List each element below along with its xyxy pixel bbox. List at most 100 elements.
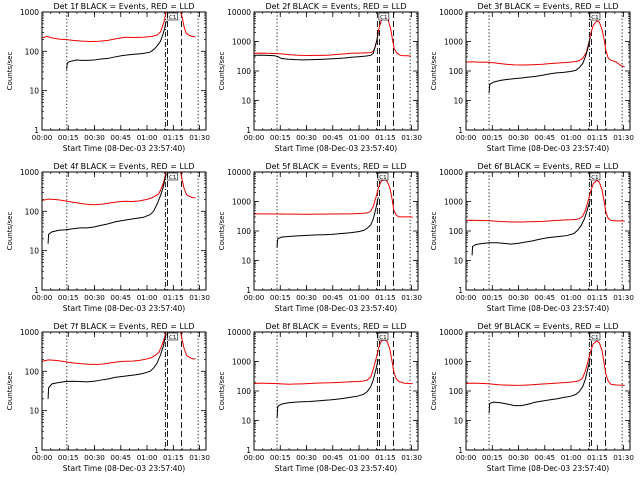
x-axis-label: Start Time (08-Dec-03 23:57:40) [275, 144, 397, 153]
detector-panel: Det 5f BLACK = Events, RED = LLD Counts/s… [218, 162, 422, 313]
y-tick-label: 100 [449, 387, 464, 396]
annotation-label: C1 [169, 335, 176, 341]
x-tick-label: 01:30 [613, 133, 634, 142]
y-tick-label: 100 [237, 387, 252, 396]
detector-panel: Det 7f BLACK = Events, RED = LLD Counts/s… [6, 322, 210, 473]
detector-panel: Det 4f BLACK = Events, RED = LLD Counts/s… [6, 162, 210, 313]
y-tick-label: 10000 [439, 8, 463, 17]
lld-rate-line [466, 179, 625, 223]
lld-rate-line [42, 172, 196, 206]
x-tick-label: 00:15 [58, 293, 79, 302]
annotation-label: C1 [169, 15, 176, 21]
x-tick-label: 01:15 [587, 293, 608, 302]
events-rate-line [471, 199, 591, 256]
plot-frame [465, 331, 631, 451]
x-tick-label: 01:30 [401, 133, 422, 142]
annotation-box [377, 332, 389, 341]
y-tick-label: 1 [34, 286, 39, 295]
detector-panel: Det 2f BLACK = Events, RED = LLD Counts/s… [218, 2, 422, 153]
x-tick-label: 01:00 [561, 453, 582, 462]
annotation-label: C1 [591, 335, 598, 341]
x-tick-label: 00:00 [456, 453, 477, 462]
y-tick-label: 1 [458, 286, 463, 295]
x-axis-label: Start Time (08-Dec-03 23:57:40) [63, 464, 185, 473]
x-tick-label: 00:45 [534, 133, 555, 142]
y-tick-label: 10 [453, 417, 463, 426]
y-axis-label: Counts/sec [218, 372, 226, 411]
y-axis-label: Counts/sec [430, 372, 438, 411]
detector-panel: Det 8f BLACK = Events, RED = LLD Counts/s… [218, 322, 422, 473]
x-tick-label: 01:00 [349, 133, 370, 142]
y-tick-label: 1000 [444, 198, 463, 207]
annotation-label: C1 [591, 175, 598, 181]
annotation-label: C1 [379, 335, 386, 341]
panel-title: Det 3f BLACK = Events, RED = LLD [477, 2, 618, 11]
detector-panel: Det 1f BLACK = Events, RED = LLD Counts/s… [6, 2, 210, 153]
y-axis-label: Counts/sec [218, 52, 226, 91]
annotation-label: C1 [379, 175, 386, 181]
plot-frame [253, 171, 419, 291]
y-tick-label: 10000 [227, 168, 251, 177]
y-tick-label: 1000 [232, 198, 251, 207]
x-tick-label: 00:00 [32, 133, 53, 142]
x-tick-label: 01:00 [349, 453, 370, 462]
events-rate-line [254, 32, 379, 61]
x-tick-label: 01:30 [401, 293, 422, 302]
annotation-box [589, 332, 601, 341]
x-tick-label: 00:30 [508, 453, 529, 462]
y-axis-label: Counts/sec [218, 212, 226, 251]
y-axis-label: Counts/sec [6, 212, 14, 251]
lld-rate-line [254, 339, 413, 385]
y-tick-label: 10000 [227, 8, 251, 17]
x-tick-label: 01:15 [163, 133, 184, 142]
x-tick-label: 00:15 [270, 453, 291, 462]
x-tick-label: 00:00 [244, 133, 265, 142]
y-tick-label: 100 [25, 207, 40, 216]
y-tick-label: 1000 [20, 328, 39, 337]
x-tick-label: 01:30 [189, 453, 210, 462]
x-tick-label: 00:15 [58, 133, 79, 142]
x-tick-label: 00:30 [84, 293, 105, 302]
plot-frame [253, 331, 419, 451]
y-tick-label: 1 [34, 126, 39, 135]
x-tick-label: 00:45 [534, 453, 555, 462]
y-tick-label: 10 [29, 87, 39, 96]
y-tick-label: 100 [237, 67, 252, 76]
x-axis-label: Start Time (08-Dec-03 23:57:40) [63, 304, 185, 313]
y-tick-label: 1000 [444, 38, 463, 47]
x-axis-label: Start Time (08-Dec-03 23:57:40) [487, 144, 609, 153]
x-tick-label: 00:45 [110, 133, 131, 142]
events-rate-line [276, 359, 379, 419]
x-tick-label: 01:30 [189, 133, 210, 142]
y-axis-label: Counts/sec [430, 212, 438, 251]
annotation-box [377, 172, 389, 181]
x-tick-label: 00:15 [270, 133, 291, 142]
x-tick-label: 01:15 [163, 453, 184, 462]
x-tick-label: 00:45 [534, 293, 555, 302]
x-tick-label: 01:00 [561, 133, 582, 142]
x-tick-label: 00:15 [482, 293, 503, 302]
events-rate-line [488, 358, 591, 414]
x-tick-label: 00:30 [296, 133, 317, 142]
x-tick-label: 01:30 [189, 293, 210, 302]
lld-rate-line [254, 179, 413, 218]
y-tick-label: 1 [458, 446, 463, 455]
events-rate-line [47, 333, 167, 399]
y-tick-label: 1000 [20, 168, 39, 177]
x-tick-label: 00:00 [244, 293, 265, 302]
x-tick-label: 01:15 [587, 133, 608, 142]
y-tick-label: 1 [458, 126, 463, 135]
lld-rate-line [466, 340, 625, 386]
plot-frame [465, 171, 631, 291]
x-tick-label: 00:00 [244, 453, 265, 462]
x-axis-label: Start Time (08-Dec-03 23:57:40) [63, 144, 185, 153]
x-tick-label: 01:15 [375, 133, 396, 142]
x-tick-label: 00:15 [482, 133, 503, 142]
plot-frame [253, 11, 419, 131]
x-tick-label: 00:45 [322, 293, 343, 302]
panel-title: Det 4f BLACK = Events, RED = LLD [53, 162, 194, 171]
x-tick-label: 01:15 [587, 453, 608, 462]
x-tick-label: 01:00 [349, 293, 370, 302]
x-axis-label: Start Time (08-Dec-03 23:57:40) [275, 464, 397, 473]
